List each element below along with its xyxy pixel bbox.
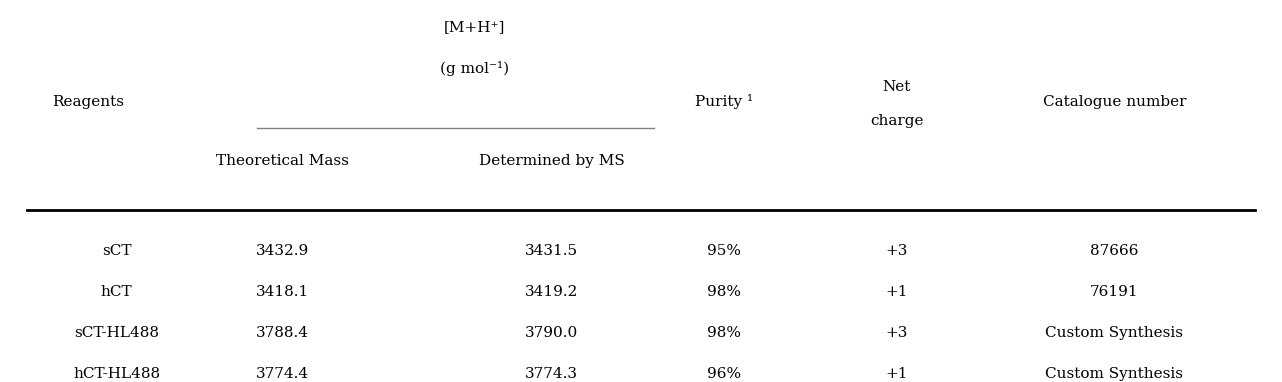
Text: charge: charge bbox=[870, 113, 923, 128]
Text: 95%: 95% bbox=[708, 244, 741, 258]
Text: Reagents: Reagents bbox=[53, 95, 124, 109]
Text: 96%: 96% bbox=[708, 367, 741, 380]
Text: sCT-HL488: sCT-HL488 bbox=[74, 326, 159, 340]
Text: Catalogue number: Catalogue number bbox=[1042, 95, 1186, 109]
Text: 3419.2: 3419.2 bbox=[524, 285, 578, 299]
Text: 3774.4: 3774.4 bbox=[256, 367, 309, 380]
Text: +3: +3 bbox=[886, 244, 908, 258]
Text: 3788.4: 3788.4 bbox=[256, 326, 309, 340]
Text: Custom Synthesis: Custom Synthesis bbox=[1045, 367, 1183, 380]
Text: +1: +1 bbox=[886, 285, 908, 299]
Text: Determined by MS: Determined by MS bbox=[478, 154, 624, 168]
Text: (g mol⁻¹): (g mol⁻¹) bbox=[440, 61, 509, 76]
Text: +3: +3 bbox=[886, 326, 908, 340]
Text: hCT-HL488: hCT-HL488 bbox=[73, 367, 160, 380]
Text: 76191: 76191 bbox=[1090, 285, 1138, 299]
Text: Theoretical Mass: Theoretical Mass bbox=[217, 154, 349, 168]
Text: 3774.3: 3774.3 bbox=[524, 367, 578, 380]
Text: 87666: 87666 bbox=[1090, 244, 1138, 258]
Text: 3418.1: 3418.1 bbox=[256, 285, 309, 299]
Text: 3432.9: 3432.9 bbox=[256, 244, 309, 258]
Text: [M+H⁺]: [M+H⁺] bbox=[444, 21, 505, 34]
Text: hCT: hCT bbox=[101, 285, 132, 299]
Text: 98%: 98% bbox=[708, 326, 741, 340]
Text: 3431.5: 3431.5 bbox=[524, 244, 578, 258]
Text: 3790.0: 3790.0 bbox=[524, 326, 578, 340]
Text: sCT: sCT bbox=[101, 244, 131, 258]
Text: Purity ¹: Purity ¹ bbox=[695, 94, 754, 109]
Text: Custom Synthesis: Custom Synthesis bbox=[1045, 326, 1183, 340]
Text: Net: Net bbox=[882, 80, 912, 94]
Text: +1: +1 bbox=[886, 367, 908, 380]
Text: 98%: 98% bbox=[708, 285, 741, 299]
